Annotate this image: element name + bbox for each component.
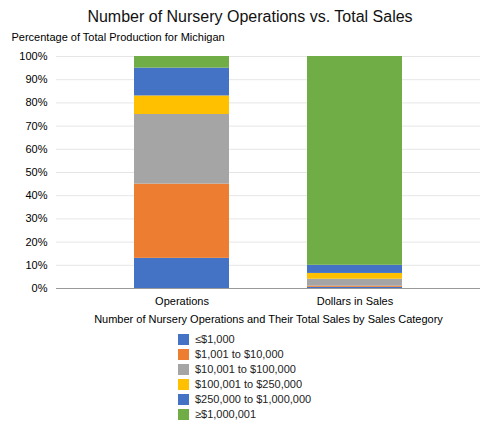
svg-text:Operations: Operations [155,295,209,307]
html-text:$250,000 to $1,000,000: $250,000 to $1,000,000 [195,393,312,405]
svg-text:Percentage of Total Production: Percentage of Total Production for Michi… [12,31,225,43]
html-text:$1,001 to $10,000: $1,001 to $10,000 [195,348,284,360]
svg-text:30%: 30% [25,212,47,224]
svg-text:0%: 0% [32,282,48,294]
svg-text:20%: 20% [25,236,47,248]
html-text:$10,001 to $100,000: $10,001 to $100,000 [195,363,296,375]
svg-text:90%: 90% [25,73,47,85]
svg-text:100%: 100% [19,50,47,62]
html-text:Number of Nursery Operations v: Number of Nursery Operations vs. Total S… [87,8,413,25]
svg-text:40%: 40% [25,189,47,201]
svg-text:70%: 70% [25,120,47,132]
svg-text:50%: 50% [25,166,47,178]
html-text:≤$1,000: ≤$1,000 [195,333,235,345]
svg-text:80%: 80% [25,96,47,108]
svg-text:10%: 10% [25,259,47,271]
html-text:≥$1,000,001: ≥$1,000,001 [195,408,257,420]
svg-text:60%: 60% [25,143,47,155]
svg-text:Dollars in Sales: Dollars in Sales [317,295,394,307]
svg-text:Number of Nursery Operations a: Number of Nursery Operations and Their T… [94,313,443,325]
html-text:$100,001 to $250,000: $100,001 to $250,000 [195,378,302,390]
